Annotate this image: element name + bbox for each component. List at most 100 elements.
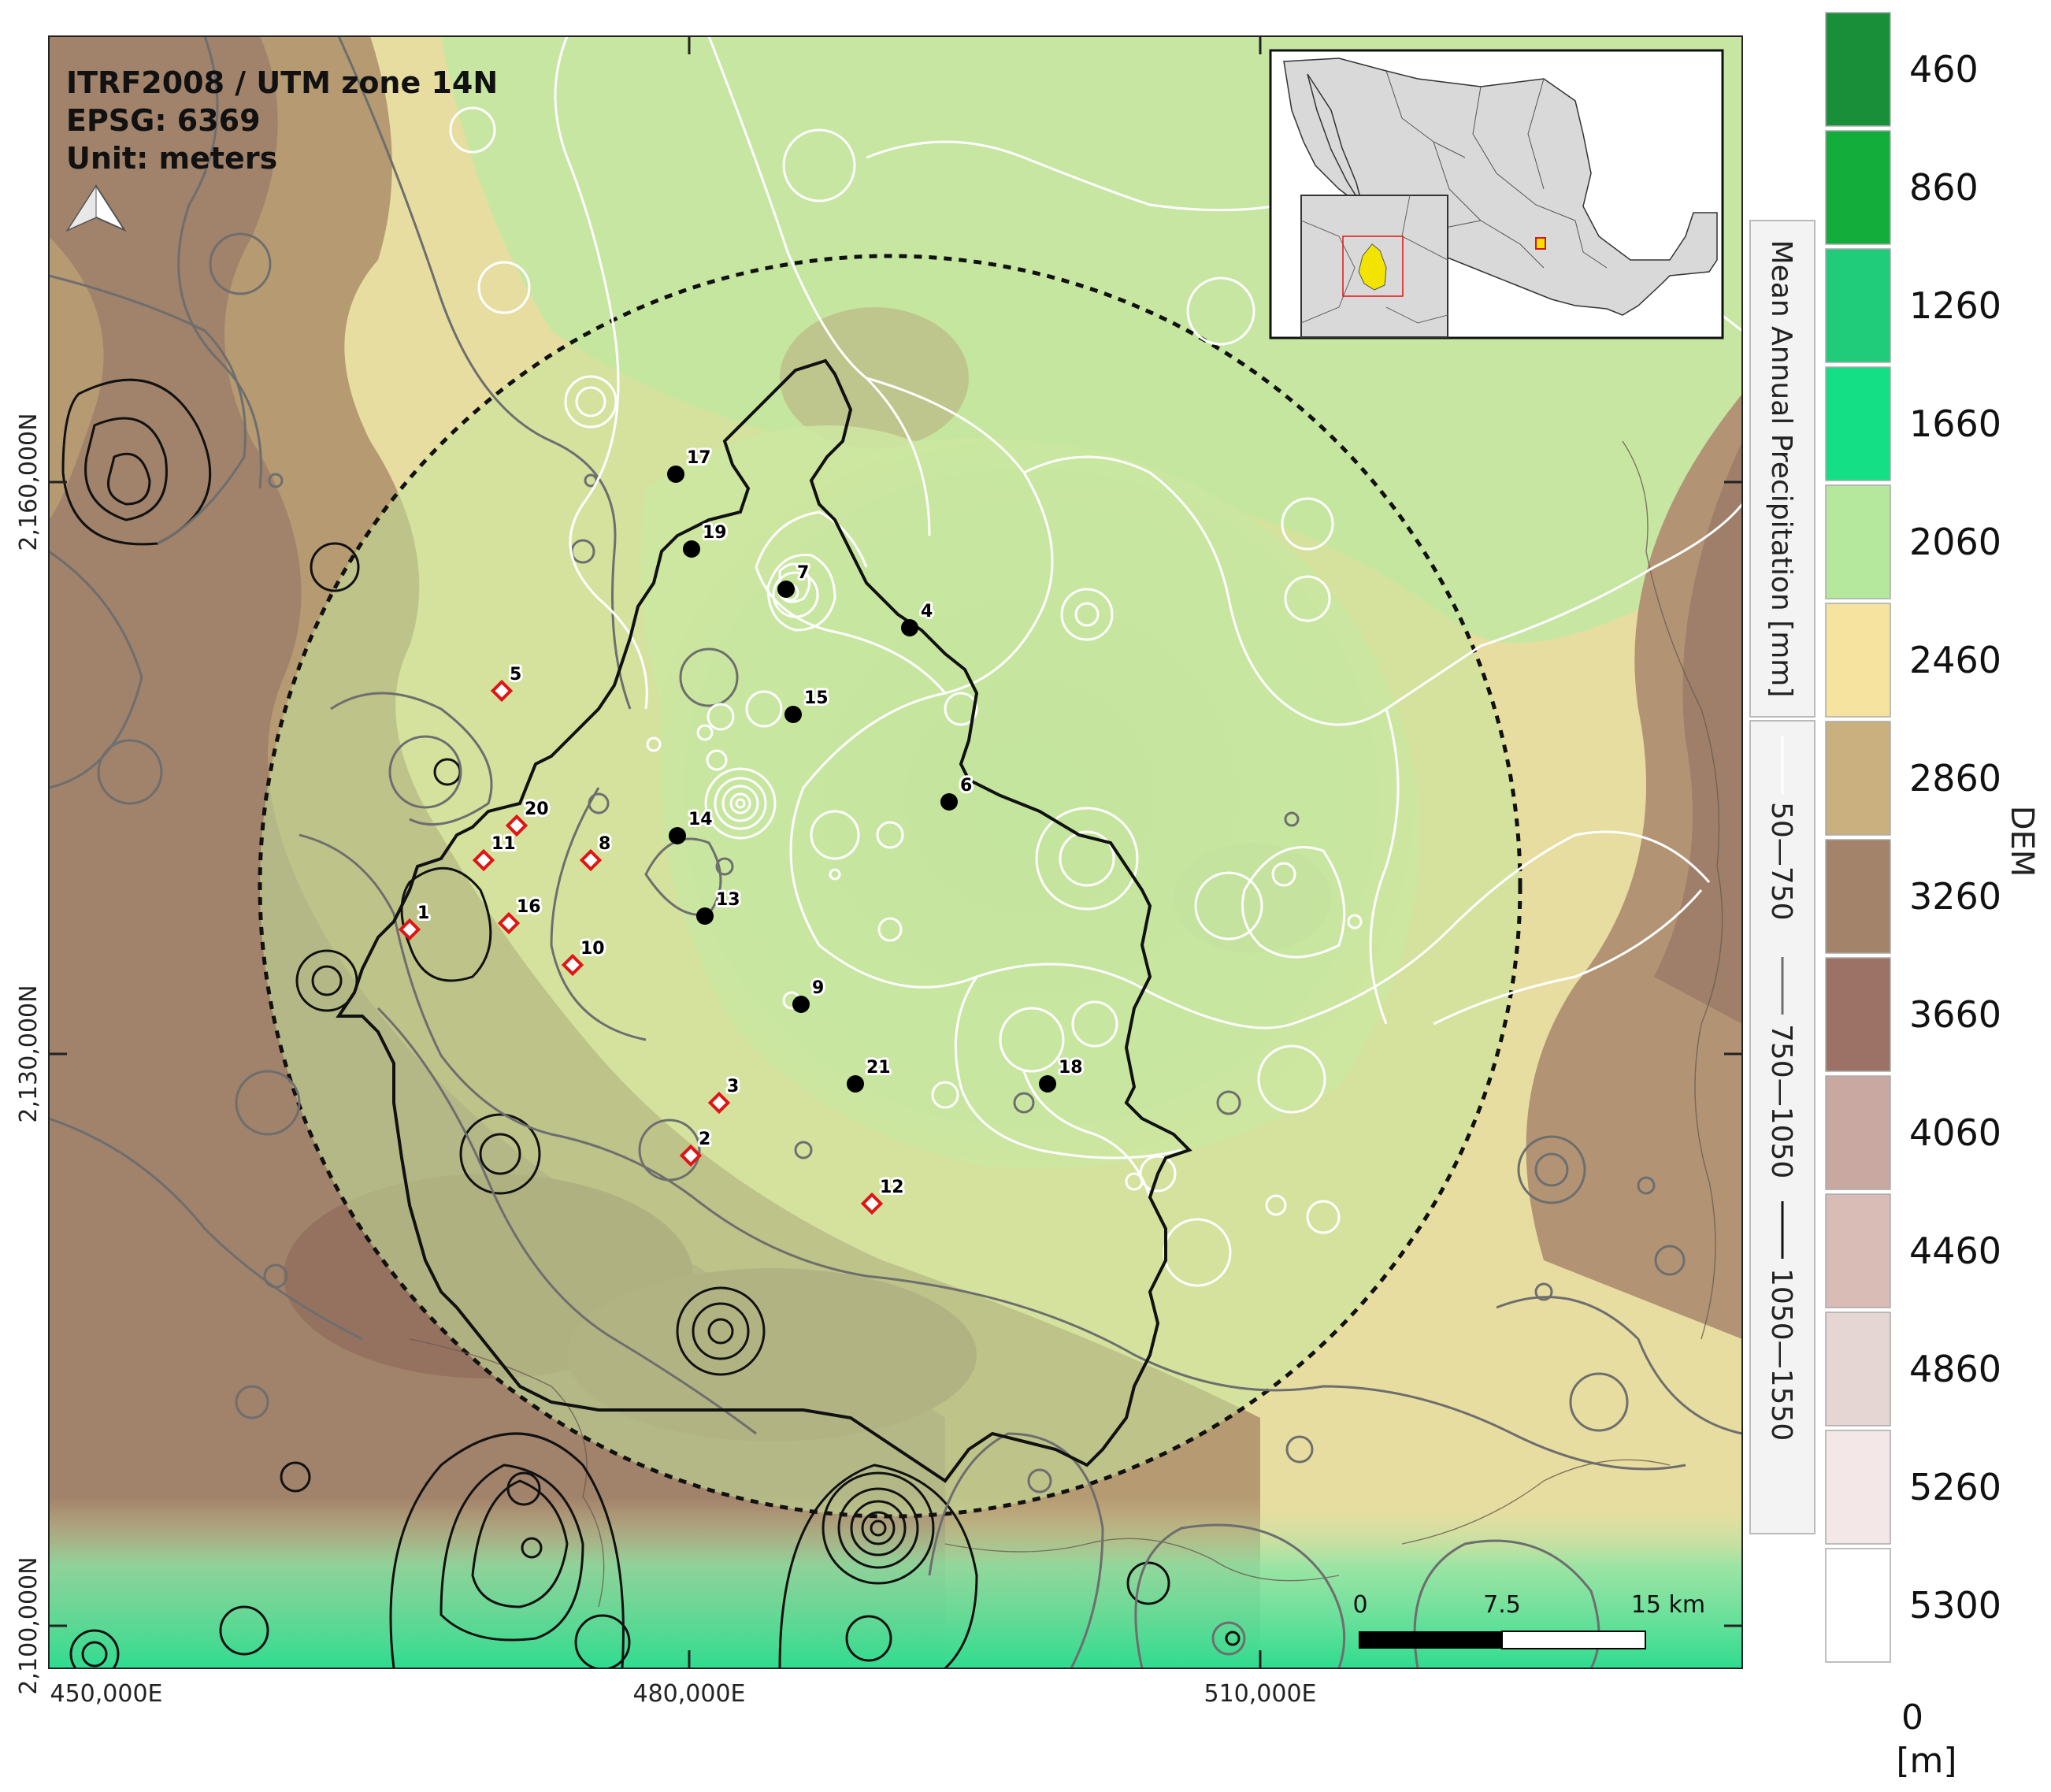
station-label: 13 xyxy=(716,890,740,910)
station-label: 19 xyxy=(703,523,727,543)
scale-bar: 0 7.5 15 km xyxy=(1352,1591,1705,1649)
station-dot xyxy=(784,706,802,723)
municipal-boundaries xyxy=(409,440,1723,1608)
dem-label: 4460 xyxy=(1909,1230,2001,1272)
scale-bar-segment-2 xyxy=(1501,1631,1646,1649)
dem-swatch xyxy=(1825,1548,1891,1663)
dem-swatch xyxy=(1825,839,1891,954)
dem-swatch xyxy=(1825,248,1891,363)
station-dot xyxy=(940,793,958,811)
station-label: 5 xyxy=(510,665,521,685)
precip-legend: Mean Annual Precipitation [mm] 50—750 75… xyxy=(1749,220,1815,1534)
inset-map xyxy=(1269,49,1724,339)
station-label: 20 xyxy=(525,800,549,819)
crs-line-2: EPSG: 6369 xyxy=(66,103,261,138)
precip-legend-classes-box xyxy=(1749,720,1815,1534)
scale-label-end: 15 km xyxy=(1631,1591,1705,1619)
dem-swatch xyxy=(1825,1075,1891,1190)
scale-label-mid: 7.5 xyxy=(1483,1591,1521,1619)
station-diamond xyxy=(579,848,603,872)
dem-label: 460 xyxy=(1909,48,1979,91)
station-label: 9 xyxy=(812,978,824,998)
station-label: 10 xyxy=(580,939,605,959)
north-arrow-icon xyxy=(65,184,127,232)
dem-mountains-east xyxy=(1654,441,1742,1024)
station-label: 15 xyxy=(804,688,829,708)
station-diamond xyxy=(561,953,584,977)
station-dot xyxy=(847,1075,864,1093)
station-label: 2 xyxy=(699,1130,710,1149)
precip-legend-title: Mean Annual Precipitation [mm] xyxy=(1765,240,1797,698)
crs-line-1: ITRF2008 / UTM zone 14N xyxy=(66,65,498,100)
station-label: 1 xyxy=(417,903,429,923)
station-label: 18 xyxy=(1059,1058,1083,1078)
station-diamond xyxy=(398,918,421,941)
grid-ticks xyxy=(49,36,1742,1668)
dem-label: 860 xyxy=(1909,166,1979,209)
dem-label: 3660 xyxy=(1909,993,2001,1036)
dem-swatch xyxy=(1825,721,1891,836)
station-dot xyxy=(777,581,795,598)
station-dot xyxy=(669,827,686,844)
precip-legend-title-box xyxy=(1749,220,1815,718)
station-label: 16 xyxy=(517,897,541,917)
dem-swatch xyxy=(1825,1430,1891,1545)
stations-dots: 17 19 7 4 15 6 14 13 9 21 18 xyxy=(667,446,1085,1093)
x-tick-labels: 450,000E 480,000E 510,000E xyxy=(50,1680,1316,1708)
dem-unit: [m] xyxy=(1896,1741,1956,1781)
dem-swatch xyxy=(1825,1193,1891,1308)
dem-legend-title: DEM xyxy=(2004,806,2040,877)
contours-1050-1550 xyxy=(61,378,1241,1668)
precip-label-1: 50—750 xyxy=(1765,802,1797,921)
dem-swatch xyxy=(1825,12,1891,127)
station-label: 17 xyxy=(687,448,711,468)
y-tick-label: 2,160,000N xyxy=(15,413,43,551)
y-tick-label: 2,130,000N xyxy=(15,985,43,1122)
dem-swatch xyxy=(1825,603,1891,718)
scale-label-0: 0 xyxy=(1352,1591,1367,1619)
scale-bar-segment-1 xyxy=(1359,1631,1502,1649)
precip-class-2: 750—1050 xyxy=(1765,957,1797,1178)
crs-info: ITRF2008 / UTM zone 14N EPSG: 6369 Unit:… xyxy=(66,65,498,176)
station-diamond xyxy=(679,1144,703,1167)
study-area-buffer xyxy=(258,254,1522,1519)
station-diamond xyxy=(490,679,514,703)
station-diamond xyxy=(497,911,521,935)
precip-class-1: 50—750 xyxy=(1765,736,1797,921)
station-diamond xyxy=(505,814,529,837)
x-tick-label: 510,000E xyxy=(1204,1680,1316,1708)
station-dot xyxy=(683,540,700,558)
precip-class-3: 1050—1550 xyxy=(1765,1201,1797,1441)
dem-label: 4060 xyxy=(1909,1111,2001,1154)
dem-unit-zero: 0 xyxy=(1901,1697,1923,1738)
station-label: 4 xyxy=(921,602,933,621)
dem-legend: DEM 0 [m] 460 860 1260 1660 2060 2460 2860 3260… xyxy=(1825,12,2040,1781)
dem-label: 1260 xyxy=(1909,284,2001,327)
dem-mountains-west xyxy=(49,36,945,1668)
y-tick-labels: 2,160,000N 2,130,000N 2,100,000N xyxy=(15,413,43,1694)
dem-label: 5300 xyxy=(1909,1584,2001,1627)
station-dot xyxy=(1039,1075,1056,1093)
station-dot xyxy=(696,907,714,925)
station-label: 12 xyxy=(880,1178,904,1197)
inset-cdmx xyxy=(1358,243,1387,291)
y-tick-label: 2,100,000N xyxy=(15,1556,43,1694)
station-diamond xyxy=(472,848,495,872)
dem-label: 5260 xyxy=(1909,1466,2001,1508)
dem-label: 1660 xyxy=(1909,403,2001,445)
x-tick-label: 450,000E xyxy=(50,1680,162,1708)
station-label: 8 xyxy=(599,834,610,854)
inset-state-lines xyxy=(1385,70,1608,269)
mexico-city-boundary xyxy=(336,358,1192,1483)
dem-label: 4860 xyxy=(1909,1348,2001,1390)
x-tick-label: 480,000E xyxy=(632,1680,745,1708)
precip-label-3: 1050—1550 xyxy=(1765,1268,1797,1441)
contours-750-1050 xyxy=(49,36,1742,1668)
map-frame-border xyxy=(48,35,1743,1669)
station-label: 11 xyxy=(491,834,516,854)
dem-label: 2860 xyxy=(1909,757,2001,800)
station-dot xyxy=(792,996,810,1013)
station-dot xyxy=(667,466,684,483)
dem-label: 2460 xyxy=(1909,639,2001,681)
